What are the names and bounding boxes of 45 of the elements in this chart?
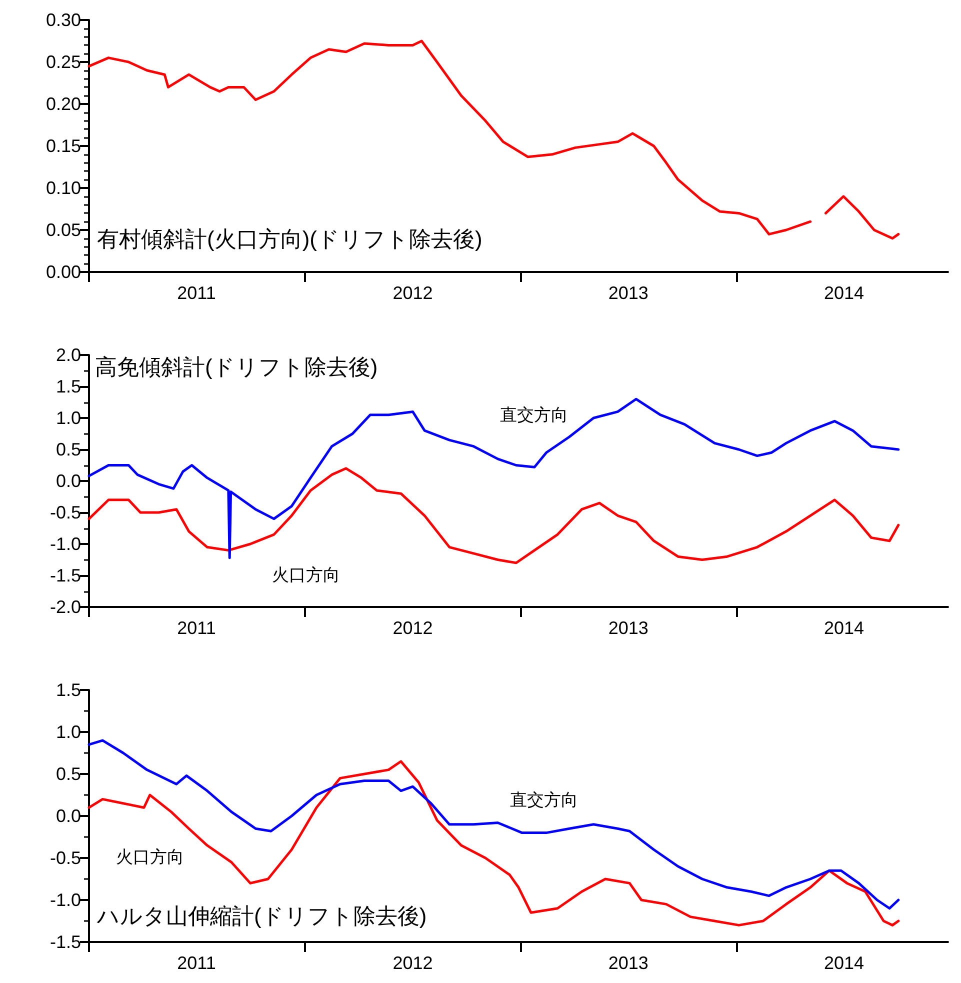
text: 有村傾斜計(火口方向)(ドリフト除去後) (97, 226, 482, 252)
y-tick-label: -1.5 (50, 932, 81, 952)
x-tick-label: 2012 (392, 283, 433, 303)
x-tick-label: 2014 (824, 618, 864, 638)
x-tick-label: 2013 (608, 953, 648, 973)
y-tick-label: -1.5 (50, 566, 81, 586)
y-tick-label: 0.20 (46, 94, 81, 114)
x-tick-label: 2012 (392, 953, 433, 973)
x-tick-label: 2013 (608, 283, 648, 303)
line-series (88, 398, 900, 560)
y-tick-label: 1.0 (56, 408, 81, 428)
annotation: 直交方向 (510, 790, 578, 810)
x-tick-label: 2011 (177, 283, 216, 303)
y-tick-label: 0.15 (46, 136, 81, 156)
x-tick-label: 2014 (824, 953, 864, 973)
y-tick-label: 0.05 (46, 220, 81, 240)
x-tick-label: 2013 (608, 618, 648, 638)
chart-title: 高免傾斜計(ドリフト除去後) (95, 354, 378, 380)
line-series (88, 467, 900, 564)
y-tick-label: 1.0 (56, 722, 81, 742)
y-tick-label: 1.5 (56, 376, 81, 396)
y-tick-label: 2.0 (56, 345, 81, 365)
y-tick-label: -1.0 (50, 534, 81, 554)
y-tick-label: 0.0 (56, 471, 81, 491)
y-tick-label: -2.0 (50, 597, 81, 617)
y-tick-label: 0.00 (46, 262, 81, 282)
y-tick-label: -0.5 (50, 502, 81, 522)
y-tick-label: -1.0 (50, 890, 81, 910)
x-tick-label: 2011 (177, 953, 216, 973)
y-tick-label: 0.0 (56, 806, 81, 826)
text: ハルタ山伸縮計(ドリフト除去後) (96, 904, 427, 928)
annotation: 火口方向 (116, 848, 184, 866)
annotation: 直交方向 (500, 406, 568, 424)
y-tick-label: 0.5 (56, 764, 81, 784)
line-series (88, 760, 900, 926)
y-tick-label: 1.5 (56, 680, 81, 700)
x-tick-label: 2012 (392, 618, 433, 638)
x-tick-label: 2011 (177, 618, 216, 638)
y-tick-label: 0.10 (46, 178, 81, 198)
y-tick-label: 0.25 (46, 52, 81, 72)
annotation: 火口方向 (272, 566, 340, 584)
y-tick-label: 0.30 (46, 10, 81, 30)
y-tick-label: -0.5 (50, 848, 81, 868)
y-tick-label: 0.5 (56, 440, 81, 460)
x-tick-label: 2014 (824, 283, 864, 303)
